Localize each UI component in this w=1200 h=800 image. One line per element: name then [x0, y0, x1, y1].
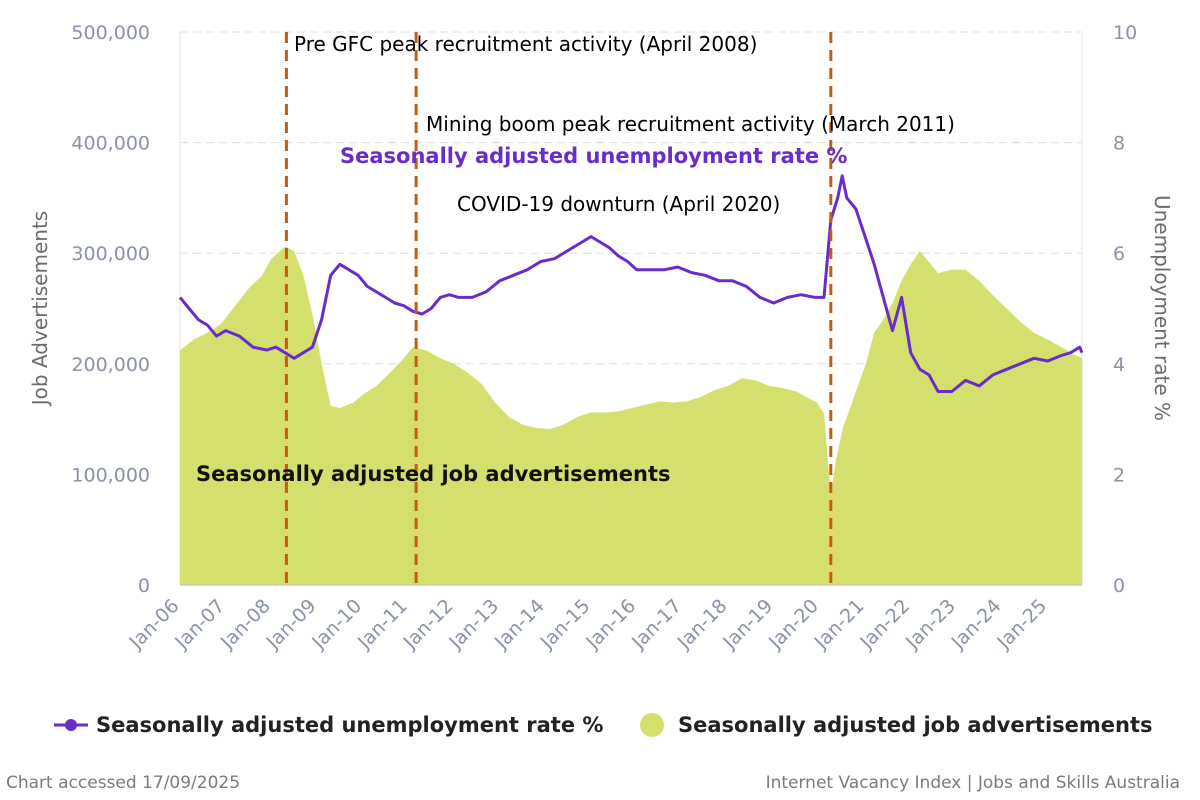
- y-left-tick-label: 0: [138, 575, 150, 597]
- x-tick-label: Jan-22: [855, 595, 914, 654]
- y-right-tick-label: 6: [1113, 243, 1125, 265]
- x-tick-label: Jan-08: [216, 595, 275, 654]
- legend: Seasonally adjusted unemployment rate % …: [54, 713, 1153, 737]
- x-tick-label: Jan-11: [353, 595, 412, 654]
- legend-label-unemployment: Seasonally adjusted unemployment rate %: [96, 713, 603, 737]
- y-right-tick-label: 4: [1113, 354, 1125, 376]
- x-tick-label: Jan-12: [399, 595, 458, 654]
- x-tick-label: Jan-09: [262, 595, 321, 654]
- series-label-unemployment: Seasonally adjusted unemployment rate %: [340, 144, 847, 168]
- footer-source: Internet Vacancy Index | Jobs and Skills…: [766, 773, 1180, 793]
- x-tick-label: Jan-06: [125, 595, 184, 654]
- x-tick-label: Jan-21: [810, 595, 869, 654]
- y-left-tick-label: 500,000: [71, 22, 150, 44]
- legend-line-marker: [65, 719, 77, 731]
- y-right-tick-label: 2: [1113, 464, 1125, 486]
- y-right-tick-label: 10: [1113, 22, 1137, 44]
- x-tick-label: Jan-15: [536, 595, 595, 654]
- event-markers: [284, 32, 833, 585]
- legend-area-swatch: [640, 713, 664, 737]
- x-tick-label: Jan-23: [901, 595, 960, 654]
- marker-label-mining: Mining boom peak recruitment activity (M…: [426, 112, 955, 136]
- legend-item-unemployment[interactable]: Seasonally adjusted unemployment rate %: [54, 713, 603, 737]
- x-tick-label: Jan-16: [581, 595, 640, 654]
- y-right-tick-label: 8: [1113, 133, 1125, 155]
- y-axis-left-title: Job Advertisements: [28, 211, 52, 407]
- y-left-tick-label: 400,000: [71, 133, 150, 155]
- y-left-tick-label: 100,000: [71, 464, 150, 486]
- job-ads-area: [180, 246, 1082, 585]
- x-tick-label: Jan-07: [170, 595, 229, 654]
- footer-accessed: Chart accessed 17/09/2025: [6, 773, 240, 793]
- x-axis: Jan-06Jan-07Jan-08Jan-09Jan-10Jan-11Jan-…: [125, 584, 1082, 654]
- marker-label-gfc: Pre GFC peak recruitment activity (April…: [294, 32, 757, 56]
- x-tick-label: Jan-24: [947, 595, 1006, 654]
- x-tick-label: Jan-13: [444, 595, 503, 654]
- legend-item-job-ads[interactable]: Seasonally adjusted job advertisements: [640, 713, 1153, 737]
- y-axis-left: 0 100,000 200,000 300,000 400,000 500,000: [71, 22, 150, 597]
- x-tick-label: Jan-20: [764, 595, 823, 654]
- job-ads-area-group: [180, 246, 1082, 585]
- marker-label-covid: COVID-19 downturn (April 2020): [457, 192, 780, 216]
- x-tick-label: Jan-19: [718, 595, 777, 654]
- x-tick-label: Jan-14: [490, 595, 549, 654]
- unemployment-line-group: [178, 174, 1084, 393]
- x-tick-label: Jan-10: [307, 595, 366, 654]
- x-tick-label: Jan-25: [992, 595, 1051, 654]
- y-left-tick-label: 200,000: [71, 354, 150, 376]
- x-tick-label: Jan-18: [673, 595, 732, 654]
- series-label-job-ads: Seasonally adjusted job advertisements: [196, 462, 671, 486]
- y-axis-right-title: Unemployment rate %: [1150, 195, 1174, 421]
- y-axis-right: 0 2 4 6 8 10: [1113, 22, 1137, 597]
- y-left-tick-label: 300,000: [71, 243, 150, 265]
- x-tick-label: Jan-17: [627, 595, 686, 654]
- legend-label-job-ads: Seasonally adjusted job advertisements: [678, 713, 1153, 737]
- unemployment-line: [178, 174, 1084, 393]
- y-right-tick-label: 0: [1113, 575, 1125, 597]
